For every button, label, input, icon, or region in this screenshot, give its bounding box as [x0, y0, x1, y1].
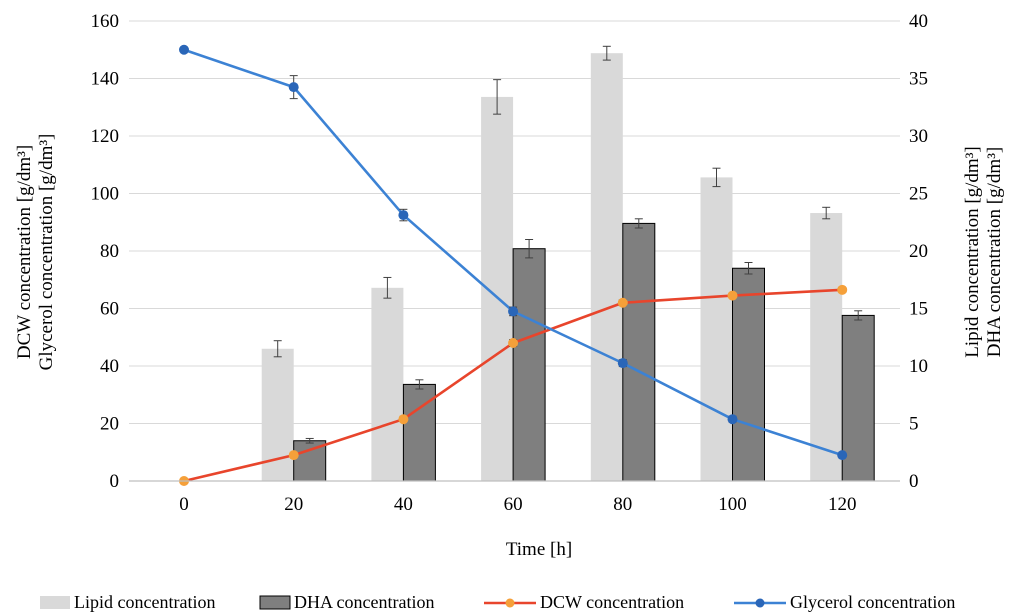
- dcw-point: [837, 284, 848, 295]
- y-left-tick-label: 100: [91, 184, 120, 205]
- dha-bar: [622, 222, 656, 482]
- right-axis-title: Lipid concentration [g/dm³] DHA concentr…: [962, 146, 1005, 357]
- y-left-tick-label: 140: [91, 69, 120, 90]
- lipid-bar: [371, 287, 404, 481]
- dcw-point: [288, 450, 299, 461]
- dha-bar: [512, 248, 546, 482]
- right-axis-title-line-1: Lipid concentration [g/dm³]: [962, 146, 983, 357]
- legend-swatch-dha: [259, 595, 291, 610]
- legend-label-dcw: DCW concentration: [540, 592, 684, 612]
- x-tick-label: 40: [394, 494, 413, 515]
- glycerol-point: [837, 450, 848, 461]
- y-right-tick-label: 30: [909, 126, 928, 147]
- y-right-tick-label: 5: [909, 414, 919, 435]
- dcw-point: [398, 414, 409, 425]
- y-right-tick-label: 10: [909, 356, 928, 377]
- legend-marker-glycerol: [755, 598, 765, 608]
- x-axis-title: Time [h]: [506, 539, 572, 560]
- left-axis-title: DCW concentration [g/dm³] Glycerol conce…: [14, 134, 57, 371]
- y-left-tick-label: 20: [100, 414, 119, 435]
- glycerol-point: [508, 306, 519, 317]
- line-series: [179, 44, 848, 486]
- glycerol-point: [617, 358, 628, 369]
- legend-label-dha: DHA concentration: [294, 592, 434, 612]
- dcw-point: [727, 290, 738, 301]
- bar-series: [261, 45, 875, 482]
- x-tick-label: 0: [179, 494, 189, 515]
- glycerol-point: [179, 44, 189, 55]
- lipid-bar: [590, 53, 623, 481]
- legend-label-lipid: Lipid concentration: [74, 592, 215, 612]
- legend: Lipid concentration DHA concentration DC…: [40, 592, 955, 612]
- y-left-tick-label: 160: [91, 11, 120, 32]
- legend-swatch-lipid: [40, 596, 70, 609]
- y-right-tick-label: 40: [909, 11, 928, 32]
- dcw-point: [508, 338, 519, 348]
- legend-label-glycerol: Glycerol concentration: [790, 592, 955, 612]
- y-left-tick-label: 0: [110, 471, 120, 492]
- y-right-tick-label: 20: [909, 241, 928, 262]
- lipid-bar: [700, 177, 733, 481]
- legend-marker-dcw: [505, 598, 515, 608]
- right-axis-title-line-2: DHA concentration [g/dm³]: [984, 147, 1005, 357]
- dha-bar: [732, 267, 765, 482]
- left-axis-title-line-2: Glycerol concentration [g/dm³]: [36, 134, 57, 371]
- lipid-bar: [810, 213, 843, 482]
- y-left-tick-label: 60: [100, 299, 119, 320]
- x-tick-label: 60: [504, 494, 523, 515]
- y-right-tick-label: 25: [909, 184, 928, 205]
- x-tick-label: 120: [828, 494, 857, 515]
- glycerol-point: [398, 210, 409, 221]
- dcw-point: [617, 297, 628, 308]
- y-right-tick-label: 0: [909, 471, 919, 492]
- x-tick-label: 20: [284, 494, 303, 515]
- x-tick-label: 100: [718, 494, 747, 515]
- x-tick-label: 80: [613, 494, 632, 515]
- glycerol-point: [288, 82, 299, 93]
- glycerol-point: [727, 414, 738, 425]
- y-right-tick-label: 15: [909, 299, 928, 320]
- y-left-tick-label: 40: [100, 356, 119, 377]
- y-left-tick-label: 120: [91, 126, 120, 147]
- left-axis-title-line-1: DCW concentration [g/dm³]: [14, 145, 35, 359]
- axes: 0 20 40 60 80 100 120 140 160 0 5 10 15 20 25 30 35 40 0 20…: [91, 11, 929, 515]
- y-left-tick-label: 80: [100, 241, 119, 262]
- y-right-tick-label: 35: [909, 69, 928, 90]
- dha-bar: [841, 314, 875, 482]
